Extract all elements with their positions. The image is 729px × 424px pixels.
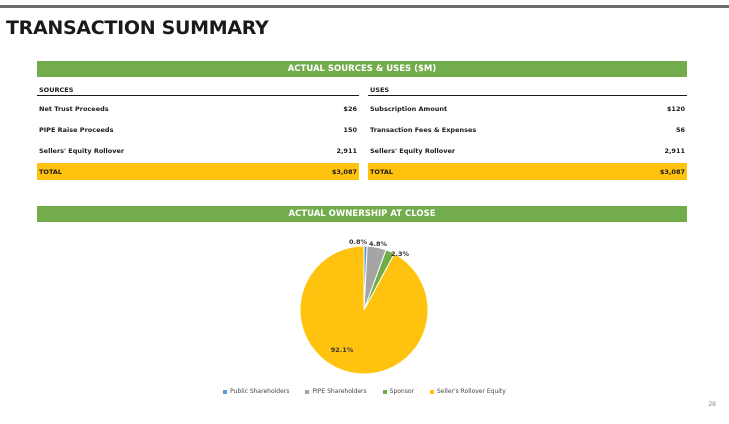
legend-item: Sponsor <box>382 388 414 395</box>
pie-slice-label: 0.8% <box>349 238 368 246</box>
legend-label: Sponsor <box>389 388 414 395</box>
legend-label: Seller's Rollover Equity <box>437 388 506 395</box>
uses-total-row: TOTAL $3,087 <box>368 163 687 180</box>
row-label: Sellers' Equity Rollover <box>370 146 456 155</box>
table-row: Sellers' Equity Rollover 2,911 <box>368 140 687 161</box>
row-value: 2,911 <box>664 146 685 155</box>
table-row: PIPE Raise Proceeds 150 <box>37 119 359 140</box>
uses-column: USES Subscription Amount $120 Transactio… <box>368 85 687 180</box>
legend-swatch <box>223 389 228 394</box>
legend-label: PIPE Shareholders <box>312 388 367 395</box>
page-number: 28 <box>708 401 716 408</box>
row-label: Transaction Fees & Expenses <box>370 125 477 134</box>
row-value: 56 <box>675 125 685 134</box>
pie-slice-seller-s-rollover-equity <box>299 245 429 375</box>
sources-uses-banner: ACTUAL SOURCES & USES ($M) <box>37 61 687 77</box>
pie-slice-label: 92.1% <box>331 346 354 354</box>
chart-legend: Public Shareholders PIPE Shareholders Spon… <box>0 388 729 395</box>
row-label: PIPE Raise Proceeds <box>39 125 114 134</box>
table-row: Subscription Amount $120 <box>368 98 687 119</box>
row-value: $120 <box>666 104 685 113</box>
row-value: $26 <box>343 104 357 113</box>
table-row: Net Trust Proceeds $26 <box>37 98 359 119</box>
legend-item: Public Shareholders <box>223 388 289 395</box>
row-label: Sellers' Equity Rollover <box>39 146 125 155</box>
row-value: 150 <box>343 125 357 134</box>
row-label: Subscription Amount <box>370 104 448 113</box>
pie-slice-label: 4.8% <box>369 240 388 248</box>
legend-swatch <box>382 389 387 394</box>
table-row: Transaction Fees & Expenses 56 <box>368 119 687 140</box>
page-title: TRANSACTION SUMMARY <box>6 17 269 39</box>
legend-item: PIPE Shareholders <box>305 388 367 395</box>
total-label: TOTAL <box>370 167 394 176</box>
sources-total-row: TOTAL $3,087 <box>37 163 359 180</box>
legend-swatch <box>430 389 434 394</box>
uses-heading: USES <box>368 85 687 96</box>
total-label: TOTAL <box>39 167 63 176</box>
total-value: $3,087 <box>331 167 357 176</box>
row-label: Net Trust Proceeds <box>39 104 109 113</box>
pie-slice-label: 2.3% <box>391 250 410 258</box>
legend-item: Seller's Rollover Equity <box>430 388 506 395</box>
sources-heading: SOURCES <box>37 85 359 96</box>
top-rule <box>0 5 729 8</box>
sources-column: SOURCES Net Trust Proceeds $26 PIPE Rais… <box>37 85 359 180</box>
total-value: $3,087 <box>659 167 685 176</box>
table-row: Sellers' Equity Rollover 2,911 <box>37 140 359 161</box>
legend-swatch <box>305 389 310 394</box>
ownership-pie-chart: 0.8% 4.8%2.3% 92.1% <box>299 238 429 375</box>
row-value: 2,911 <box>336 146 357 155</box>
ownership-banner: ACTUAL OWNERSHIP AT CLOSE <box>37 206 687 222</box>
legend-label: Public Shareholders <box>230 388 290 395</box>
